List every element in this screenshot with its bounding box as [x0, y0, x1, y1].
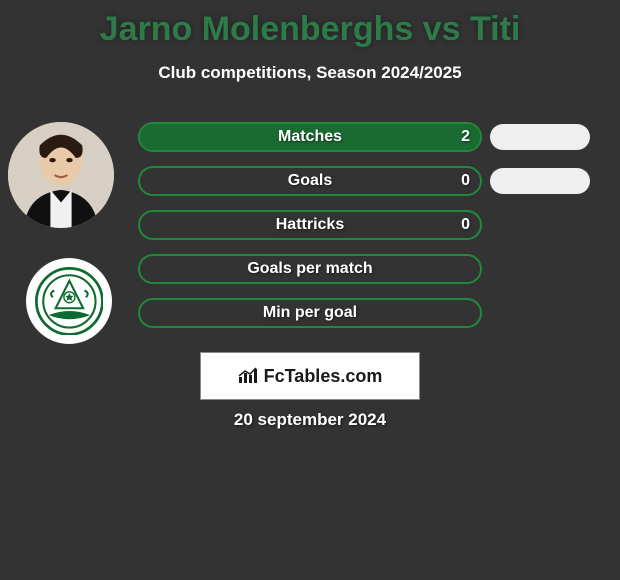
stat-row: Goals per match: [138, 254, 482, 284]
stat-row: Hattricks0: [138, 210, 482, 240]
bar-chart-icon: [238, 367, 260, 385]
stat-row-label: Goals: [140, 168, 480, 194]
stat-row: Min per goal: [138, 298, 482, 328]
attribution-text: FcTables.com: [264, 366, 383, 387]
stat-row-right-pill: [490, 168, 590, 194]
stat-row: Matches2: [138, 122, 482, 152]
attribution-badge: FcTables.com: [200, 352, 420, 400]
player-avatar: [8, 122, 114, 228]
stat-row-label: Min per goal: [140, 300, 480, 326]
infographic-container: Jarno Molenberghs vs Titi Club competiti…: [0, 0, 620, 580]
stat-rows: Matches2Goals0Hattricks0Goals per matchM…: [138, 122, 482, 342]
stat-row-left-value: 2: [461, 124, 470, 150]
stat-row-right-pill: [490, 124, 590, 150]
club-logo: [26, 258, 112, 344]
stat-row: Goals0: [138, 166, 482, 196]
page-title: Jarno Molenberghs vs Titi: [0, 0, 620, 49]
club-crest-icon: [35, 267, 104, 336]
avatar-placeholder-icon: [8, 122, 114, 228]
stat-row-label: Goals per match: [140, 256, 480, 282]
page-subtitle: Club competitions, Season 2024/2025: [0, 63, 620, 83]
date-label: 20 september 2024: [0, 410, 620, 430]
stat-row-label: Matches: [140, 124, 480, 150]
stat-row-label: Hattricks: [140, 212, 480, 238]
stat-row-left-value: 0: [461, 168, 470, 194]
stat-row-left-value: 0: [461, 212, 470, 238]
